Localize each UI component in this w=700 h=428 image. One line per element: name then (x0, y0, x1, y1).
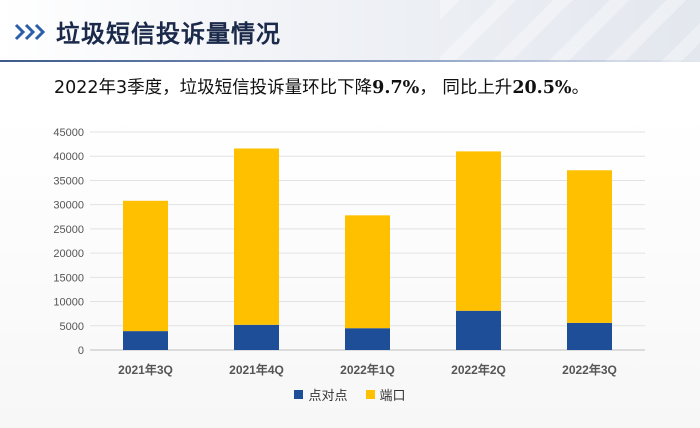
bar-segment-port (234, 148, 279, 325)
bar-segment-p2p (123, 331, 168, 350)
legend-swatch-p2p (294, 389, 304, 399)
y-tick-label: 25000 (53, 224, 84, 236)
legend-item-p2p: 点对点 (294, 385, 348, 404)
chart-legend: 点对点 端口 (0, 384, 700, 404)
bar-segment-p2p (234, 324, 279, 350)
x-tick-label: 2021年3Q (118, 362, 173, 377)
y-tick-label: 10000 (53, 297, 84, 309)
summary-qoq-value: 9.7% (372, 78, 420, 98)
x-tick-label: 2021年4Q (229, 362, 284, 377)
x-tick-label: 2022年1Q (340, 362, 395, 377)
x-tick-label: 2022年3Q (562, 362, 617, 377)
y-tick-label: 35000 (53, 175, 84, 187)
bar-segment-port (567, 170, 612, 323)
summary-mid: ， 同比上升 (419, 78, 513, 98)
summary-qoq-text: 环比下降 (302, 78, 373, 98)
y-tick-label: 0 (78, 345, 84, 357)
y-tick-label: 15000 (53, 272, 84, 284)
summary-tail: 。 (571, 78, 590, 98)
bar-segment-p2p (456, 310, 501, 350)
bar-segment-port (123, 200, 168, 332)
legend-item-port: 端口 (365, 385, 406, 404)
x-tick-label: 2022年2Q (451, 362, 506, 377)
legend-label-port: 端口 (379, 388, 406, 404)
bar-segment-p2p (345, 328, 390, 350)
header-decoration (440, 0, 700, 62)
bar-segment-port (345, 215, 390, 329)
summary-yoy-value: 20.5% (512, 78, 572, 98)
summary-lead: 2022年3季度，垃圾短信投诉量 (54, 78, 303, 98)
header-divider (0, 60, 700, 62)
y-tick-label: 45000 (53, 127, 84, 139)
header-bar: 垃圾短信投诉量情况 (0, 0, 700, 62)
y-tick-label: 5000 (60, 321, 84, 333)
page-title: 垃圾短信投诉量情况 (56, 20, 281, 48)
y-tick-label: 30000 (53, 200, 84, 212)
y-tick-label: 40000 (53, 151, 84, 163)
legend-label-p2p: 点对点 (308, 388, 348, 404)
triple-chevron-right-icon (14, 23, 46, 41)
y-tick-label: 20000 (53, 248, 84, 260)
bar-segment-p2p (567, 322, 612, 350)
legend-swatch-port (365, 389, 375, 399)
summary-text: 2022年3季度，垃圾短信投诉量环比下降9.7%， 同比上升20.5%。 (54, 74, 589, 99)
bar-segment-port (456, 151, 501, 311)
